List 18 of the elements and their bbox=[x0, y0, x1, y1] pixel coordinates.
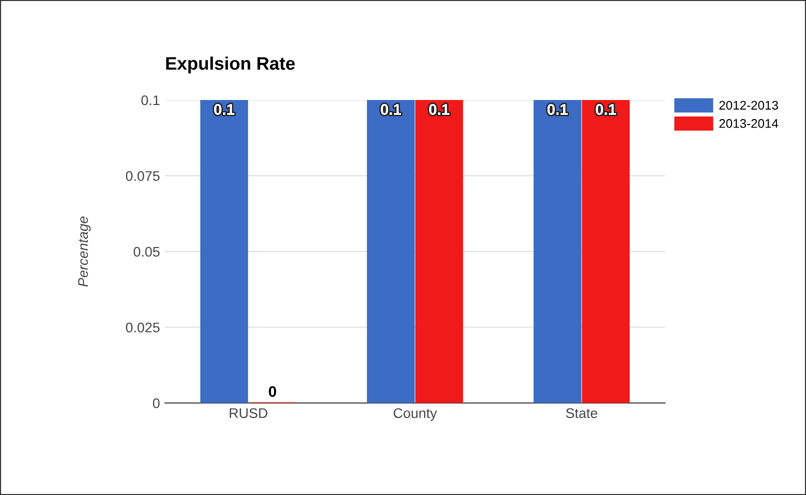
x-tick-label: State bbox=[566, 408, 598, 418]
legend-label: 2012-2013 bbox=[719, 100, 778, 110]
data-label: 0.1 bbox=[547, 104, 568, 115]
x-tick-label: County bbox=[394, 408, 437, 421]
y-tick-label: 0.1 bbox=[141, 95, 160, 106]
legend-label: 2013-2014 bbox=[719, 119, 778, 128]
y-tick-label: 0 bbox=[152, 398, 160, 408]
data-label: 0.1 bbox=[596, 104, 616, 115]
data-label: 0 bbox=[268, 386, 276, 397]
chart-title: Expulsion Rate bbox=[166, 56, 295, 74]
data-label: 0.1 bbox=[214, 104, 234, 115]
data-label: 0.1 bbox=[429, 104, 450, 115]
y-axis-title: Percentage bbox=[78, 216, 91, 287]
x-tick-label: RUSD bbox=[230, 408, 268, 418]
y-tick-label: 0.025 bbox=[126, 322, 160, 332]
data-label: 0.1 bbox=[380, 104, 402, 115]
y-tick-label: 0.05 bbox=[134, 246, 160, 257]
y-tick-label: 0.075 bbox=[126, 171, 160, 181]
